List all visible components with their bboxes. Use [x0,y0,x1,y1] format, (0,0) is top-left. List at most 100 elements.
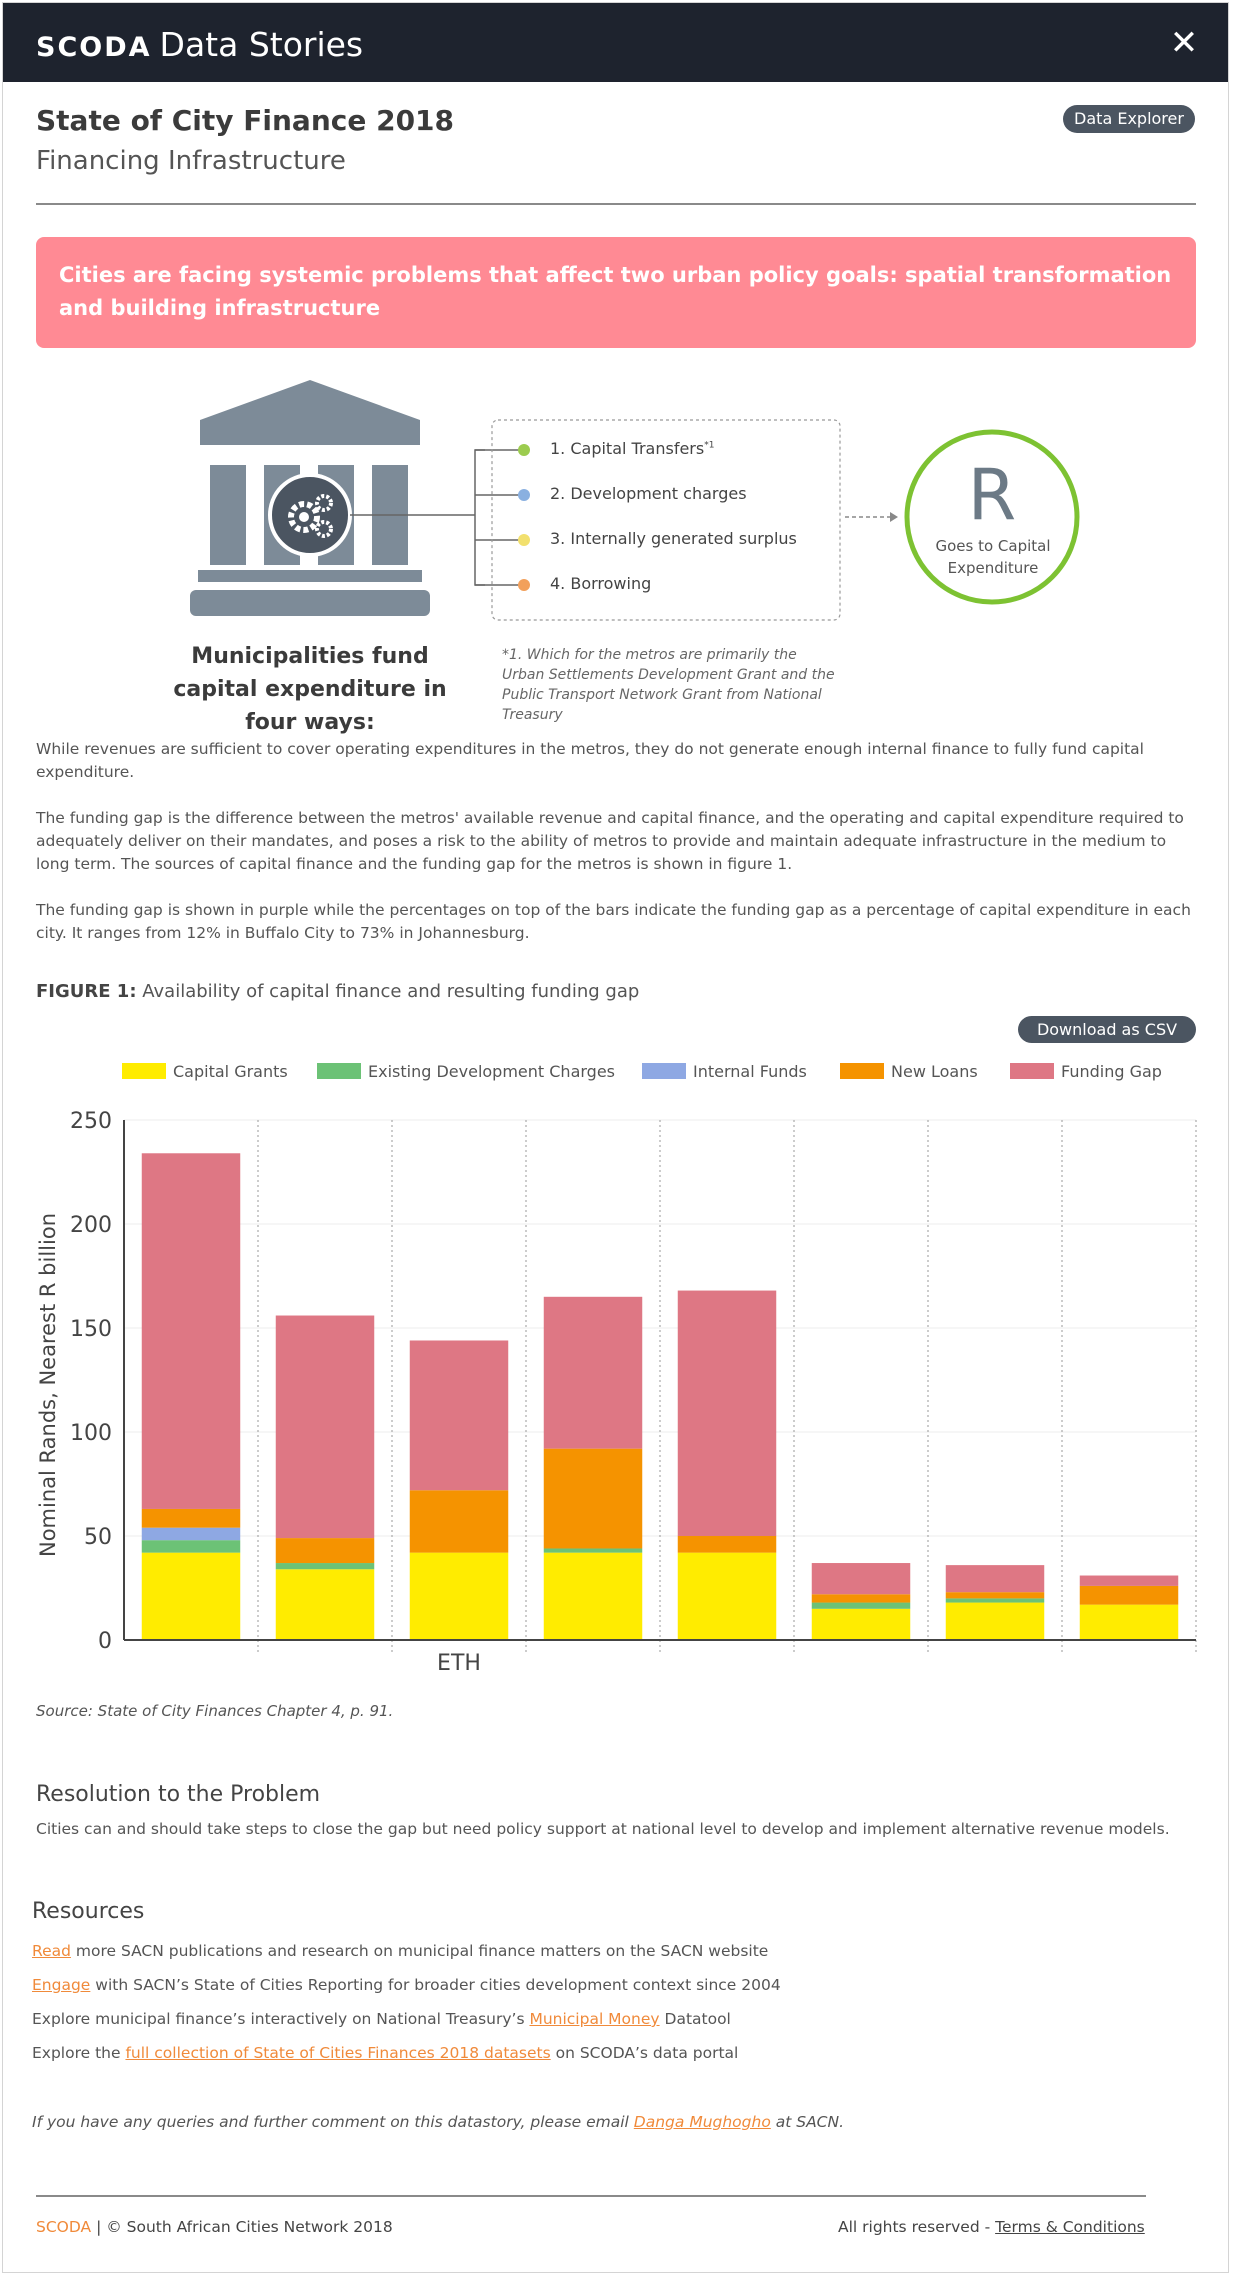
bar-segment [275,1563,375,1570]
bar-segment [677,1290,777,1536]
arrow-icon [890,512,898,522]
resource-text: Explore municipal finance’s interactivel… [32,2010,530,2028]
bullet-dot [518,579,530,591]
resource-line-municipal-money: Explore municipal finance’s interactivel… [32,2010,731,2028]
resolution-heading: Resolution to the Problem [36,1782,321,1807]
infographic-diagram [190,380,1080,621]
problem-banner: Cities are facing systemic problems that… [36,237,1196,348]
source-item-development-charges: 2. Development charges [550,484,747,503]
rights-text: All rights reserved - [838,2218,996,2236]
y-tick-label: 200 [70,1213,112,1238]
page-subtitle: Financing Infrastructure [36,146,346,176]
capital-expenditure-label: Goes to Capital Expenditure [935,537,1051,577]
source-item-note: *1 [704,440,715,451]
bar-segment [811,1602,911,1609]
bar-segment [543,1552,643,1640]
bar-segment [409,1490,509,1553]
resource-line-read: Read more SACN publications and research… [32,1942,768,1960]
bar-segment [543,1448,643,1549]
engage-link[interactable]: Engage [32,1976,91,1994]
footer-copyright: SCODA | © South African Cities Network 2… [36,2218,393,2236]
legend-item-funding-gap[interactable]: Funding Gap [1010,1062,1162,1084]
legend-label: New Loans [891,1062,978,1081]
bar-segment [811,1608,911,1640]
bar-segment [1079,1604,1179,1640]
legend-swatch [122,1063,166,1079]
y-tick-label: 50 [84,1525,112,1550]
resolution-text: Cities can and should take steps to clos… [36,1820,1170,1838]
bar-segment [275,1315,375,1539]
footer-rights: All rights reserved - Terms & Conditions [838,2218,1145,2236]
bar-segment [945,1592,1045,1599]
infographic-caption: Municipalities fund capital expenditure … [173,644,447,735]
resource-text: more SACN publications and research on m… [70,1942,769,1960]
bar-segment [409,1340,509,1491]
source-item-capital-transfers: 1. Capital Transfers*1 [550,439,714,458]
query-note: If you have any queries and further comm… [32,2113,844,2131]
bar-segment [275,1569,375,1640]
bar-segment [1079,1585,1179,1605]
figure-title: FIGURE 1: Availability of capital financ… [36,981,639,1002]
legend-item-internal-funds[interactable]: Internal Funds [642,1062,807,1084]
bar-segment [543,1548,643,1553]
funding-gap-chart: 0 50 100 150 200 250 ETH Nominal Rands, Nearest… [36,1109,1197,1676]
legend-item-capital-grants[interactable]: Capital Grants [122,1062,288,1084]
brand-name: Data Stories [159,25,364,64]
legend-item-new-loans[interactable]: New Loans [840,1062,978,1084]
bar-segment [141,1153,241,1509]
read-link[interactable]: Read [32,1942,71,1960]
brand-logo: SCODA [36,32,152,63]
bullet-dot [518,489,530,501]
source-item-internal-surplus: 3. Internally generated surplus [550,529,797,548]
y-tick-label: 0 [98,1629,112,1654]
legend-item-existing-development-charges[interactable]: Existing Development Charges [317,1062,615,1084]
y-axis-label: Nominal Rands, Nearest R billion [36,1213,60,1557]
data-explorer-button[interactable]: Data Explorer [1063,105,1195,133]
legend-swatch [317,1063,361,1079]
bar-segment [141,1552,241,1640]
legend-label: Existing Development Charges [368,1062,616,1081]
bar-segment [141,1508,241,1528]
source-item-label: 1. Capital Transfers [550,439,705,458]
x-tick-label: ETH [437,1651,481,1676]
footer-brand-link[interactable]: SCODA [36,2218,92,2236]
top-bar: SCODA Data Stories ✕ [3,3,1228,82]
page-title: State of City Finance 2018 [36,104,455,137]
legend-label: Internal Funds [693,1062,807,1081]
paragraph-chart-note: The funding gap is shown in purple while… [36,901,1191,942]
footer-divider [36,2195,1146,2197]
query-text: at SACN. [770,2113,845,2131]
y-tick-label: 100 [70,1421,112,1446]
bar-segment [945,1602,1045,1640]
legend-swatch [642,1063,686,1079]
legend-label: Funding Gap [1061,1062,1162,1081]
bar-segment [677,1552,777,1640]
y-tick-label: 150 [70,1317,112,1342]
close-icon[interactable]: ✕ [1169,23,1199,63]
municipal-money-link[interactable]: Municipal Money [529,2010,660,2028]
source-item-borrowing: 4. Borrowing [550,574,652,593]
brand: SCODA Data Stories [36,25,363,68]
figure-title-text: Availability of capital finance and resu… [142,981,640,1002]
infographic-footnote: *1. Which for the metros are primarily t… [502,647,835,723]
legend-swatch [1010,1063,1054,1079]
bar-segment [543,1296,643,1449]
bullet-dot [518,534,530,546]
capital-expenditure-circle [904,429,1080,605]
resource-text: with SACN’s State of Cities Reporting fo… [90,1976,781,1994]
sources-box [491,419,841,621]
datasets-link[interactable]: full collection of State of Cities Finan… [125,2044,551,2062]
rand-symbol: R [967,454,1017,536]
download-csv-button[interactable]: Download as CSV [1018,1016,1196,1043]
resource-text: Explore the [32,2044,126,2062]
resource-text: on SCODA’s data portal [550,2044,739,2062]
y-tick-label: 250 [70,1109,112,1134]
resource-text: Datatool [659,2010,731,2028]
resource-line-engage: Engage with SACN’s State of Cities Repor… [32,1976,781,1994]
bar-segment [811,1563,911,1595]
bar-segment [141,1527,241,1541]
figure-label: FIGURE 1: [36,981,137,1002]
email-link[interactable]: Danga Mughogho [633,2113,771,2131]
terms-link[interactable]: Terms & Conditions [995,2218,1145,2236]
